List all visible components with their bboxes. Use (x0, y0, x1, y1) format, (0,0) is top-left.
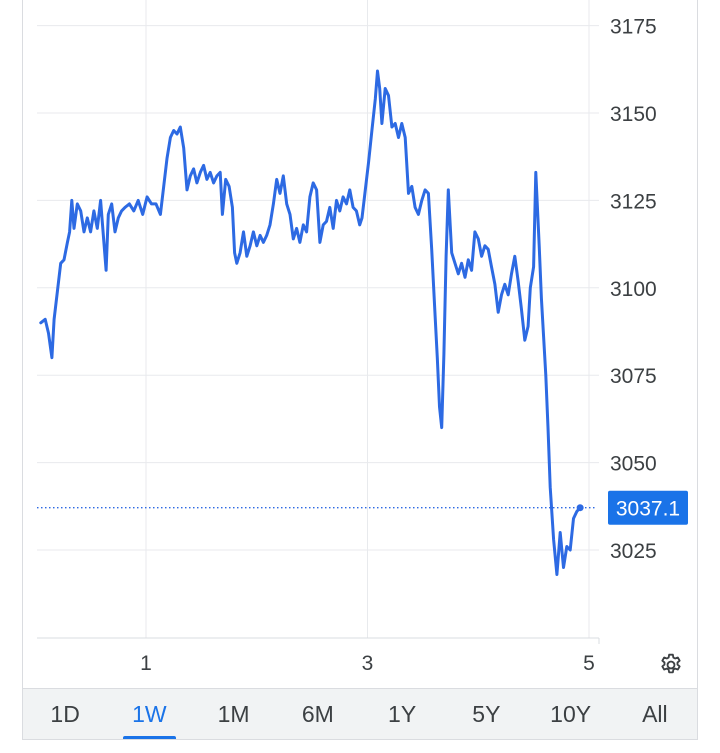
chart-panel: 3025 3050 3075 3100 3125 3150 3175 1 3 5 3037.1 (22, 0, 698, 688)
price-line-series (39, 69, 582, 576)
range-tab-6m[interactable]: 6M (301, 700, 334, 727)
y-tick-label: 3150 (610, 103, 657, 126)
x-tick-label: 5 (583, 652, 595, 675)
current-price-label: 3037.1 (616, 498, 680, 521)
current-price-dot (576, 504, 584, 512)
gear-icon (661, 653, 681, 674)
y-tick-label: 3050 (610, 453, 657, 476)
range-tab-1y[interactable]: 1Y (388, 700, 417, 727)
settings-button[interactable] (651, 648, 691, 682)
y-tick-label: 3175 (610, 16, 657, 39)
range-tab-10y[interactable]: 10Y (550, 700, 592, 727)
y-tick-label: 3025 (610, 540, 657, 563)
range-tab-5y[interactable]: 5Y (472, 700, 501, 727)
y-tick-label: 3075 (610, 365, 657, 388)
x-tick-label: 3 (362, 652, 374, 675)
range-tab-1w[interactable]: 1W (107, 689, 191, 739)
range-tab-all[interactable]: All (642, 700, 668, 727)
price-chart[interactable]: 3025 3050 3075 3100 3125 3150 3175 1 3 5 3037.1 (23, 0, 699, 688)
time-range-tabs: 1D 1W 1M 6M 1Y 5Y 10Y All (22, 688, 698, 740)
y-tick-label: 3100 (610, 278, 657, 301)
current-price-badge (608, 490, 688, 525)
x-tick-label: 1 (140, 652, 152, 675)
range-tab-1m[interactable]: 1M (217, 700, 250, 727)
y-tick-label: 3125 (610, 190, 657, 213)
range-tab-1d[interactable]: 1D (50, 700, 80, 727)
